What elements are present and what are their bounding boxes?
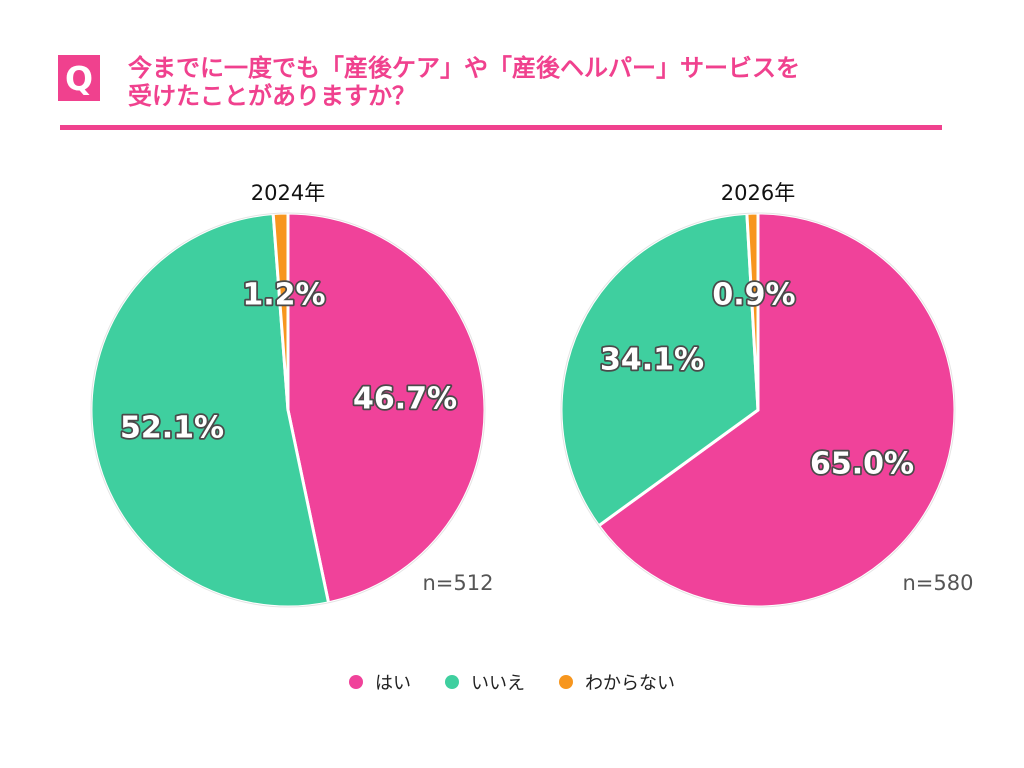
chart-title: 2024年 [251, 181, 325, 205]
pie-outline [90, 212, 486, 608]
chart-title: 2026年 [721, 181, 795, 205]
data-label-unknown: 1.2% [242, 278, 325, 313]
question-badge: Q [58, 55, 100, 101]
chart-legend: はい いいえ わからない [0, 668, 1024, 696]
pie-chart-2: 65.0% 34.1%0.9% [559, 211, 957, 609]
data-label-unknown: 0.9% [712, 278, 795, 313]
title-divider [60, 125, 942, 130]
question-title-line-2: 受けたことがありますか？ [128, 82, 416, 110]
sample-size-note: n=580 [903, 571, 974, 595]
legend-item-unknown: わからない [559, 669, 675, 695]
data-label-yes: 46.7% [353, 382, 457, 417]
data-label-no: 52.1% [120, 411, 224, 446]
legend-swatch-unknown [559, 675, 573, 689]
question-title-line-1: 今までに一度でも「産後ケア」や「産後ヘルパー」サービスを [128, 54, 800, 82]
legend-swatch-no [445, 675, 459, 689]
legend-item-no: いいえ [445, 669, 525, 695]
legend-label-no: いいえ [471, 673, 525, 694]
legend-label-unknown: わからない [585, 673, 675, 694]
pie-outline [560, 212, 956, 608]
data-label-no: 34.1% [600, 343, 704, 378]
data-label-yes: 65.0% [810, 447, 914, 482]
legend-item-yes: はい [349, 669, 411, 695]
legend-swatch-yes [349, 675, 363, 689]
legend-label-yes: はい [375, 673, 411, 694]
pie-chart-1: 46.7% 52.1% 1.2% [89, 211, 487, 609]
sample-size-note: n=512 [423, 571, 494, 595]
question-title: 今までに一度でも「産後ケア」や「産後ヘルパー」サービスを 受けたことがありますか… [128, 54, 948, 110]
